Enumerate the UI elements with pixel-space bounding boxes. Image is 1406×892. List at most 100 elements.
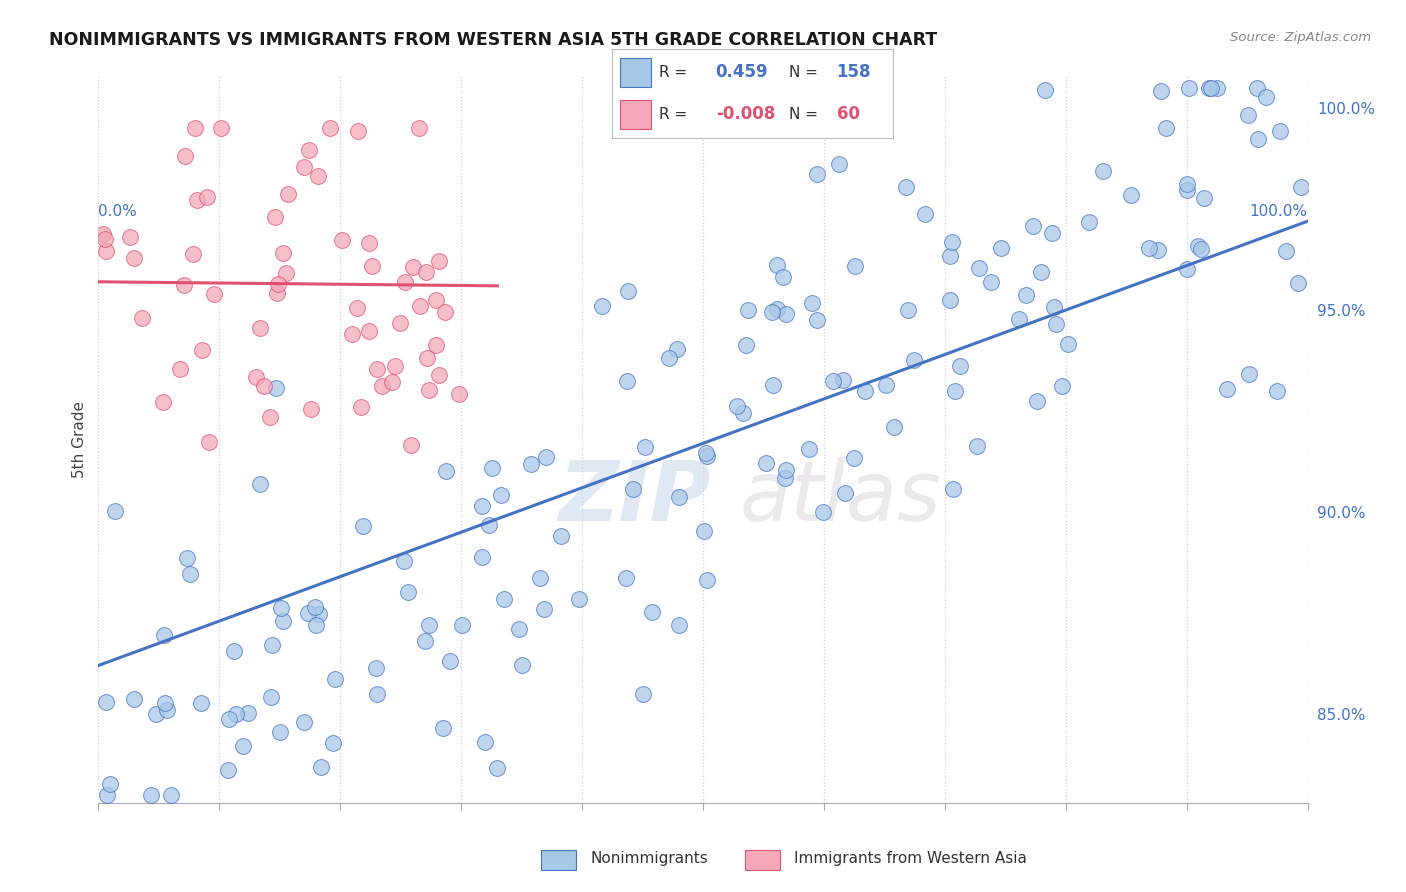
Point [271, 615, 294, 629]
Point [94, 695, 117, 709]
Text: 0.0%: 0.0% [98, 204, 138, 219]
Point [259, 410, 281, 425]
Point [811, 505, 834, 519]
Point [967, 261, 990, 276]
Point [96, 788, 118, 802]
Point [1175, 177, 1198, 191]
Point [1033, 83, 1056, 97]
Point [267, 277, 290, 292]
Point [271, 245, 294, 260]
Point [827, 157, 849, 171]
Point [266, 286, 288, 301]
Point [340, 327, 363, 342]
Point [797, 442, 820, 456]
Point [508, 623, 530, 637]
Point [249, 320, 271, 334]
Point [486, 761, 509, 775]
Point [943, 384, 966, 398]
Point [332, 233, 354, 247]
Text: 60: 60 [837, 105, 859, 123]
Point [209, 121, 232, 136]
Point [474, 735, 496, 749]
Point [990, 242, 1012, 256]
Point [568, 592, 591, 607]
Point [381, 375, 404, 389]
Point [668, 491, 690, 505]
Point [131, 311, 153, 326]
Point [245, 369, 267, 384]
Point [1137, 241, 1160, 255]
Point [481, 461, 503, 475]
Point [425, 338, 447, 352]
Point [94, 244, 117, 258]
Point [449, 386, 471, 401]
Point [853, 384, 876, 398]
Point [318, 121, 340, 136]
Text: 100.0%: 100.0% [1250, 204, 1308, 219]
Point [617, 284, 640, 298]
Point [631, 687, 654, 701]
Point [323, 672, 346, 686]
Point [1192, 191, 1215, 205]
Point [357, 324, 380, 338]
Point [695, 446, 717, 460]
Point [1256, 90, 1278, 104]
Point [633, 440, 655, 454]
Point [399, 438, 422, 452]
Point [427, 254, 450, 268]
Point [1040, 226, 1063, 240]
Point [529, 571, 551, 585]
Point [875, 378, 897, 392]
Point [1045, 317, 1067, 331]
Point [665, 342, 688, 356]
Point [298, 143, 321, 157]
Point [169, 361, 191, 376]
Point [755, 456, 778, 470]
Point [451, 618, 474, 632]
Point [352, 518, 374, 533]
Point [173, 277, 195, 292]
Point [392, 554, 415, 568]
Point [253, 378, 276, 392]
Point [550, 528, 572, 542]
Point [94, 232, 117, 246]
Point [371, 378, 394, 392]
Point [1150, 84, 1173, 98]
Point [949, 359, 972, 374]
Point [1015, 288, 1038, 302]
Point [159, 788, 181, 802]
Text: N =: N = [789, 65, 818, 79]
Point [1078, 215, 1101, 229]
Point [346, 124, 368, 138]
Point [238, 706, 260, 720]
Point [153, 696, 176, 710]
Point [1178, 81, 1201, 95]
Text: -0.008: -0.008 [716, 105, 775, 123]
Point [1275, 244, 1298, 259]
Point [145, 707, 167, 722]
Point [277, 186, 299, 201]
Point [533, 601, 555, 615]
Point [510, 658, 533, 673]
Point [725, 399, 748, 413]
Point [427, 368, 450, 383]
Point [894, 179, 917, 194]
Point [409, 299, 432, 313]
Point [821, 374, 844, 388]
Point [364, 660, 387, 674]
Point [806, 167, 828, 181]
Text: Immigrants from Western Asia: Immigrants from Western Asia [794, 851, 1028, 865]
Point [307, 169, 329, 183]
Point [1057, 337, 1080, 351]
Point [432, 721, 454, 735]
Point [366, 361, 388, 376]
Point [772, 270, 794, 285]
Point [425, 293, 447, 307]
Point [439, 654, 461, 668]
Point [396, 585, 419, 599]
Text: NONIMMIGRANTS VS IMMIGRANTS FROM WESTERN ASIA 5TH GRADE CORRELATION CHART: NONIMMIGRANTS VS IMMIGRANTS FROM WESTERN… [49, 31, 938, 49]
Point [176, 551, 198, 566]
Point [903, 352, 925, 367]
Point [806, 313, 828, 327]
Point [658, 351, 681, 365]
